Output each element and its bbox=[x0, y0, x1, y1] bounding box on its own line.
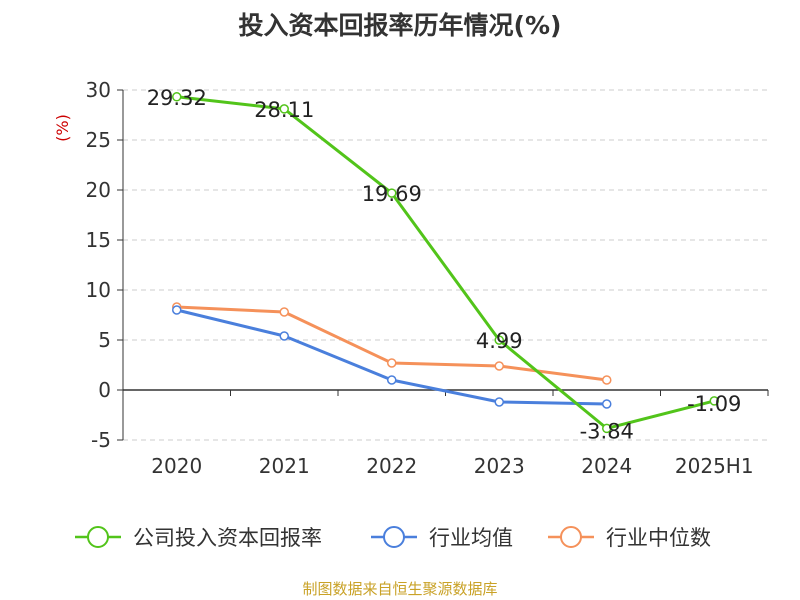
y-tick-label: 15 bbox=[86, 228, 111, 252]
y-tick-label: 5 bbox=[98, 328, 111, 352]
x-tick-label: 2024 bbox=[581, 454, 632, 478]
data-label: 28.11 bbox=[254, 98, 314, 122]
series-lines bbox=[176, 95, 715, 430]
x-tick-label: 2022 bbox=[366, 454, 417, 478]
y-tick-label: 10 bbox=[86, 278, 111, 302]
data-point bbox=[602, 423, 612, 434]
data-point bbox=[387, 358, 397, 368]
x-tick-label: 2020 bbox=[151, 454, 202, 478]
data-label: 4.99 bbox=[476, 329, 523, 353]
chart-title: 投入资本回报率历年情况(%) bbox=[238, 11, 562, 40]
legend-label: 行业中位数 bbox=[606, 526, 711, 550]
data-label: 19.69 bbox=[362, 182, 422, 206]
data-point bbox=[279, 331, 289, 341]
data-point bbox=[602, 375, 612, 385]
data-point bbox=[709, 396, 719, 406]
data-point bbox=[172, 92, 182, 102]
data-label: -1.09 bbox=[687, 392, 741, 416]
data-label: -3.84 bbox=[580, 419, 634, 443]
x-tick-label: 2023 bbox=[474, 454, 525, 478]
data-point bbox=[494, 397, 504, 407]
data-labels: 29.32 28.11 19.69 4.99 -3.84 -1.09 bbox=[147, 86, 742, 444]
series-line-2 bbox=[176, 305, 607, 382]
data-point bbox=[494, 361, 504, 371]
data-label: 29.32 bbox=[147, 86, 207, 110]
y-tick-label: 30 bbox=[86, 78, 111, 102]
series-line-0 bbox=[176, 95, 715, 430]
y-tick-label: 20 bbox=[86, 178, 111, 202]
y-tick-label: 25 bbox=[86, 128, 111, 152]
legend-item-2[interactable]: 行业中位数 bbox=[548, 526, 711, 550]
data-point bbox=[279, 104, 289, 114]
axes: 30 25 20 15 10 5 0 -5 2020 2021 2022 2023 2024 2025H1 bbox=[86, 78, 769, 478]
legend-marker bbox=[383, 526, 405, 548]
legend-label: 公司投入资本回报率 bbox=[133, 526, 322, 550]
source-note: 制图数据来自恒生聚源数据库 bbox=[302, 580, 498, 598]
y-tick-label: 0 bbox=[98, 378, 111, 402]
data-point bbox=[279, 307, 289, 317]
data-point bbox=[602, 399, 612, 409]
x-tick-label: 2025H1 bbox=[675, 454, 754, 478]
legend-item-1[interactable]: 行业均值 bbox=[371, 526, 513, 550]
legend-item-0[interactable]: 公司投入资本回报率 bbox=[75, 526, 322, 550]
series-points bbox=[172, 92, 719, 434]
data-point bbox=[387, 375, 397, 385]
data-point bbox=[494, 335, 504, 345]
data-point bbox=[172, 305, 182, 315]
legend-marker bbox=[560, 526, 582, 548]
y-tick-label: -5 bbox=[91, 428, 111, 452]
legend[interactable]: 公司投入资本回报率 行业均值 行业中位数 bbox=[75, 526, 711, 550]
data-point bbox=[387, 188, 397, 198]
y-axis-unit-label: (%) bbox=[53, 114, 72, 142]
x-tick-label: 2021 bbox=[259, 454, 310, 478]
legend-marker bbox=[87, 526, 109, 548]
legend-label: 行业均值 bbox=[429, 526, 513, 550]
